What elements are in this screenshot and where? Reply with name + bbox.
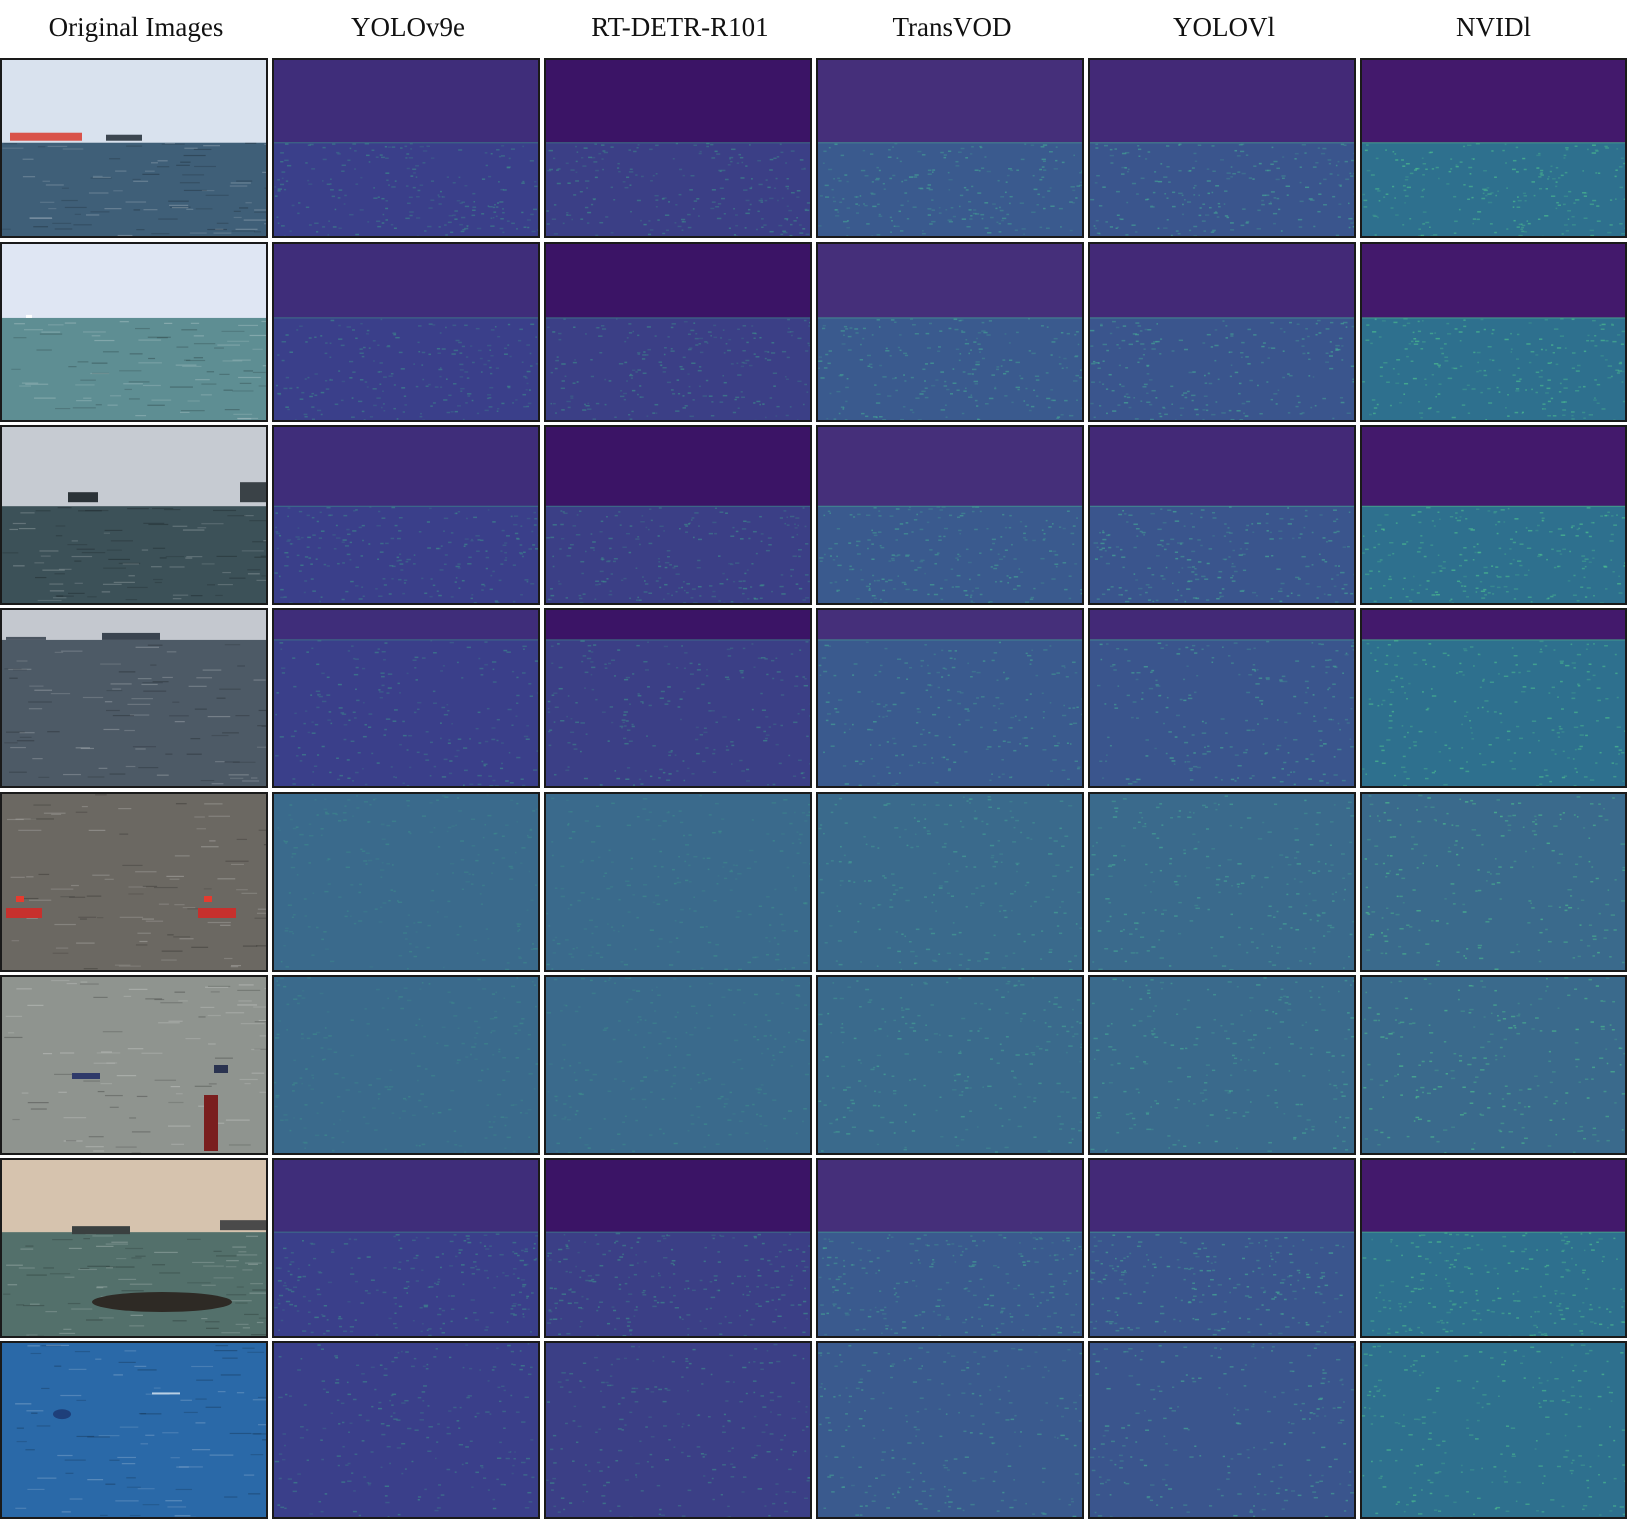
nvidl-heatmap-row-4: [1360, 608, 1627, 788]
yolov9e-heatmap-row-3: [272, 425, 540, 605]
column-header-rt-detr-r101: RT-DETR-R101: [591, 12, 769, 42]
original-image-row-5: [0, 792, 268, 972]
nvidl-heatmap-row-8: [1360, 1341, 1627, 1519]
rtdetr-heatmap-row-8: [544, 1341, 812, 1519]
rtdetr-heatmap-row-6: [544, 975, 812, 1155]
original-image-row-3: [0, 425, 268, 605]
column-header-yolovl: YOLOVl: [1173, 12, 1275, 42]
original-image-row-6: [0, 975, 268, 1155]
yolovl-heatmap-row-8: [1088, 1341, 1356, 1519]
transvod-heatmap-row-2: [816, 242, 1084, 422]
rtdetr-heatmap-row-5: [544, 792, 812, 972]
yolov9e-heatmap-row-6: [272, 975, 540, 1155]
yolov9e-heatmap-row-7: [272, 1158, 540, 1338]
transvod-heatmap-row-4: [816, 608, 1084, 788]
rtdetr-heatmap-row-1: [544, 58, 812, 238]
transvod-heatmap-row-5: [816, 792, 1084, 972]
rtdetr-heatmap-row-3: [544, 425, 812, 605]
original-image-row-4: [0, 608, 268, 788]
transvod-heatmap-row-7: [816, 1158, 1084, 1338]
original-image-row-1: [0, 58, 268, 238]
yolov9e-heatmap-row-1: [272, 58, 540, 238]
nvidl-heatmap-row-5: [1360, 792, 1627, 972]
transvod-heatmap-row-6: [816, 975, 1084, 1155]
rtdetr-heatmap-row-4: [544, 608, 812, 788]
rtdetr-heatmap-row-2: [544, 242, 812, 422]
original-image-row-7: [0, 1158, 268, 1338]
column-header-original-images: Original Images: [48, 12, 224, 42]
yolovl-heatmap-row-1: [1088, 58, 1356, 238]
yolov9e-heatmap-row-8: [272, 1341, 540, 1519]
column-header-transvod: TransVOD: [892, 12, 1012, 42]
nvidl-heatmap-row-6: [1360, 975, 1627, 1155]
yolovl-heatmap-row-4: [1088, 608, 1356, 788]
original-image-row-2: [0, 242, 268, 422]
original-image-row-8: [0, 1341, 268, 1519]
nvidl-heatmap-row-2: [1360, 242, 1627, 422]
yolov9e-heatmap-row-2: [272, 242, 540, 422]
nvidl-heatmap-row-3: [1360, 425, 1627, 605]
transvod-heatmap-row-3: [816, 425, 1084, 605]
column-header-nvidl: NVIDl: [1456, 12, 1531, 42]
transvod-heatmap-row-1: [816, 58, 1084, 238]
yolov9e-heatmap-row-4: [272, 608, 540, 788]
yolov9e-heatmap-row-5: [272, 792, 540, 972]
column-header-yolov9e: YOLOv9e: [351, 12, 465, 42]
yolovl-heatmap-row-3: [1088, 425, 1356, 605]
yolovl-heatmap-row-7: [1088, 1158, 1356, 1338]
yolovl-heatmap-row-6: [1088, 975, 1356, 1155]
nvidl-heatmap-row-1: [1360, 58, 1627, 238]
yolovl-heatmap-row-2: [1088, 242, 1356, 422]
transvod-heatmap-row-8: [816, 1341, 1084, 1519]
nvidl-heatmap-row-7: [1360, 1158, 1627, 1338]
yolovl-heatmap-row-5: [1088, 792, 1356, 972]
rtdetr-heatmap-row-7: [544, 1158, 812, 1338]
